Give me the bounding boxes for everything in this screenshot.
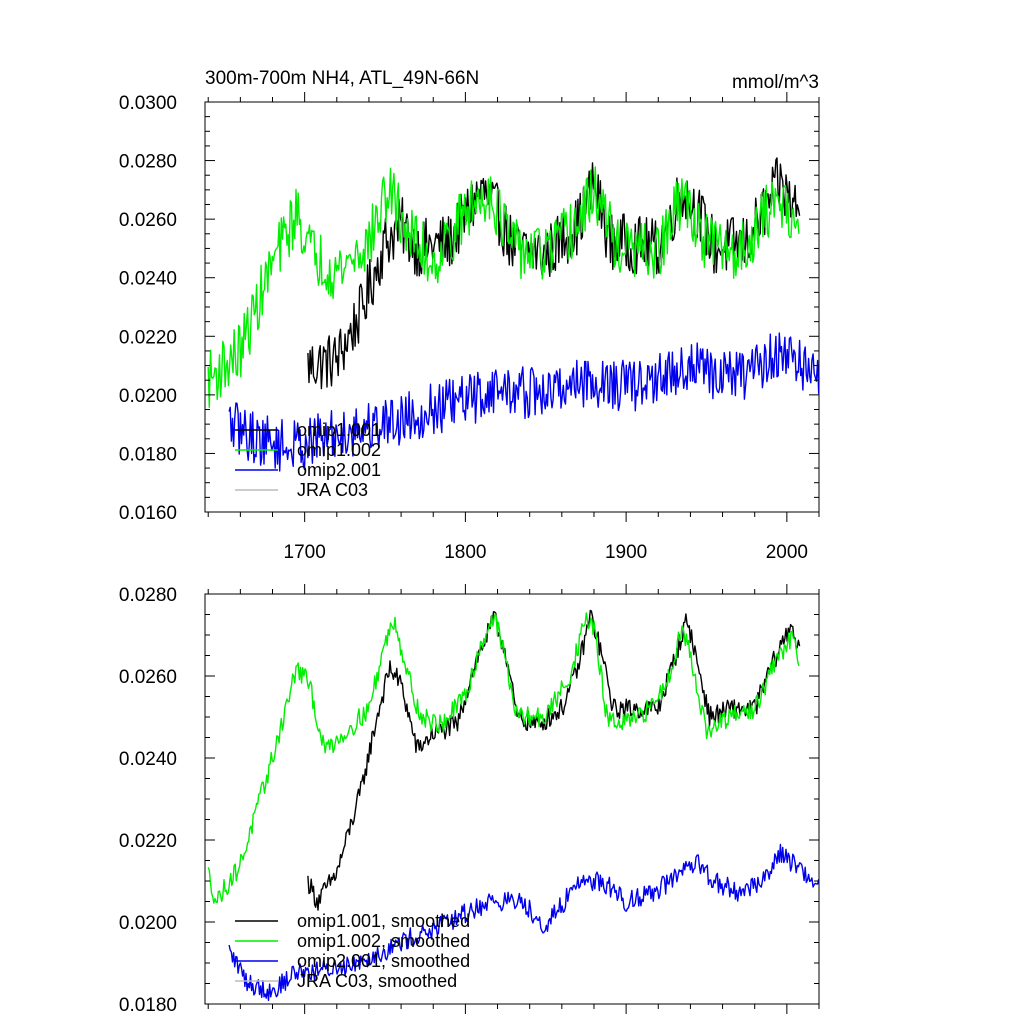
legend-label: omip1.002 (297, 440, 381, 460)
top-panel: 0.0160 0.0180 0.0200 0.0220 0.0240 0.0260 0.02… (119, 68, 820, 563)
top-axis-layer: 0.0160 0.0180 0.0200 0.0220 0.0240 0.0260 0.02… (119, 92, 820, 563)
legend-label: omip1.001 (297, 420, 381, 440)
legend-label: omip1.001, smoothed (297, 911, 470, 931)
x-tick-label: 1900 (605, 542, 647, 563)
top-series-layer (207, 157, 820, 472)
y-tick-label: 0.0160 (119, 503, 177, 524)
y-tick-label: 0.0180 (119, 995, 177, 1016)
legend-label: omip2.001, smoothed (297, 951, 470, 971)
legend-label: JRA C03, smoothed (297, 971, 457, 991)
bottom-axis-layer: 0.0180 0.0200 0.0220 0.0240 0.0260 0.0280 (119, 584, 820, 1016)
bottom-panel: 0.0180 0.0200 0.0220 0.0240 0.0260 0.0280 omi… (119, 584, 820, 1016)
legend-label: omip1.002, smoothed (297, 931, 470, 951)
top-chart-title: 300m-700m NH4, ATL_49N-66N (205, 68, 479, 89)
y-tick-label: 0.0200 (119, 913, 177, 934)
legend-label: omip2.001 (297, 460, 381, 480)
legend-label: JRA C03 (297, 480, 368, 500)
y-tick-label: 0.0220 (119, 327, 177, 348)
bottom-series-layer (207, 609, 820, 1001)
y-tick-label: 0.0280 (119, 152, 177, 173)
x-tick-label: 1800 (444, 542, 486, 563)
y-tick-label: 0.0200 (119, 386, 177, 407)
series-line-1 (307, 157, 801, 390)
series-line-1 (307, 609, 801, 911)
y-tick-label: 0.0260 (119, 667, 177, 688)
y-tick-label: 0.0260 (119, 210, 177, 231)
x-tick-label: 1700 (284, 542, 326, 563)
y-tick-label: 0.0300 (119, 93, 177, 114)
top-chart-units: mmol/m^3 (732, 72, 819, 93)
y-tick-label: 0.0220 (119, 831, 177, 852)
series-line-2 (207, 166, 800, 409)
series-line-2 (207, 612, 800, 904)
series-line-3 (228, 332, 820, 472)
y-tick-label: 0.0240 (119, 749, 177, 770)
series-line-3 (228, 843, 820, 1001)
x-tick-label: 2000 (766, 542, 808, 563)
y-tick-label: 0.0180 (119, 444, 177, 465)
y-tick-label: 0.0240 (119, 269, 177, 290)
y-tick-label: 0.0280 (119, 585, 177, 606)
